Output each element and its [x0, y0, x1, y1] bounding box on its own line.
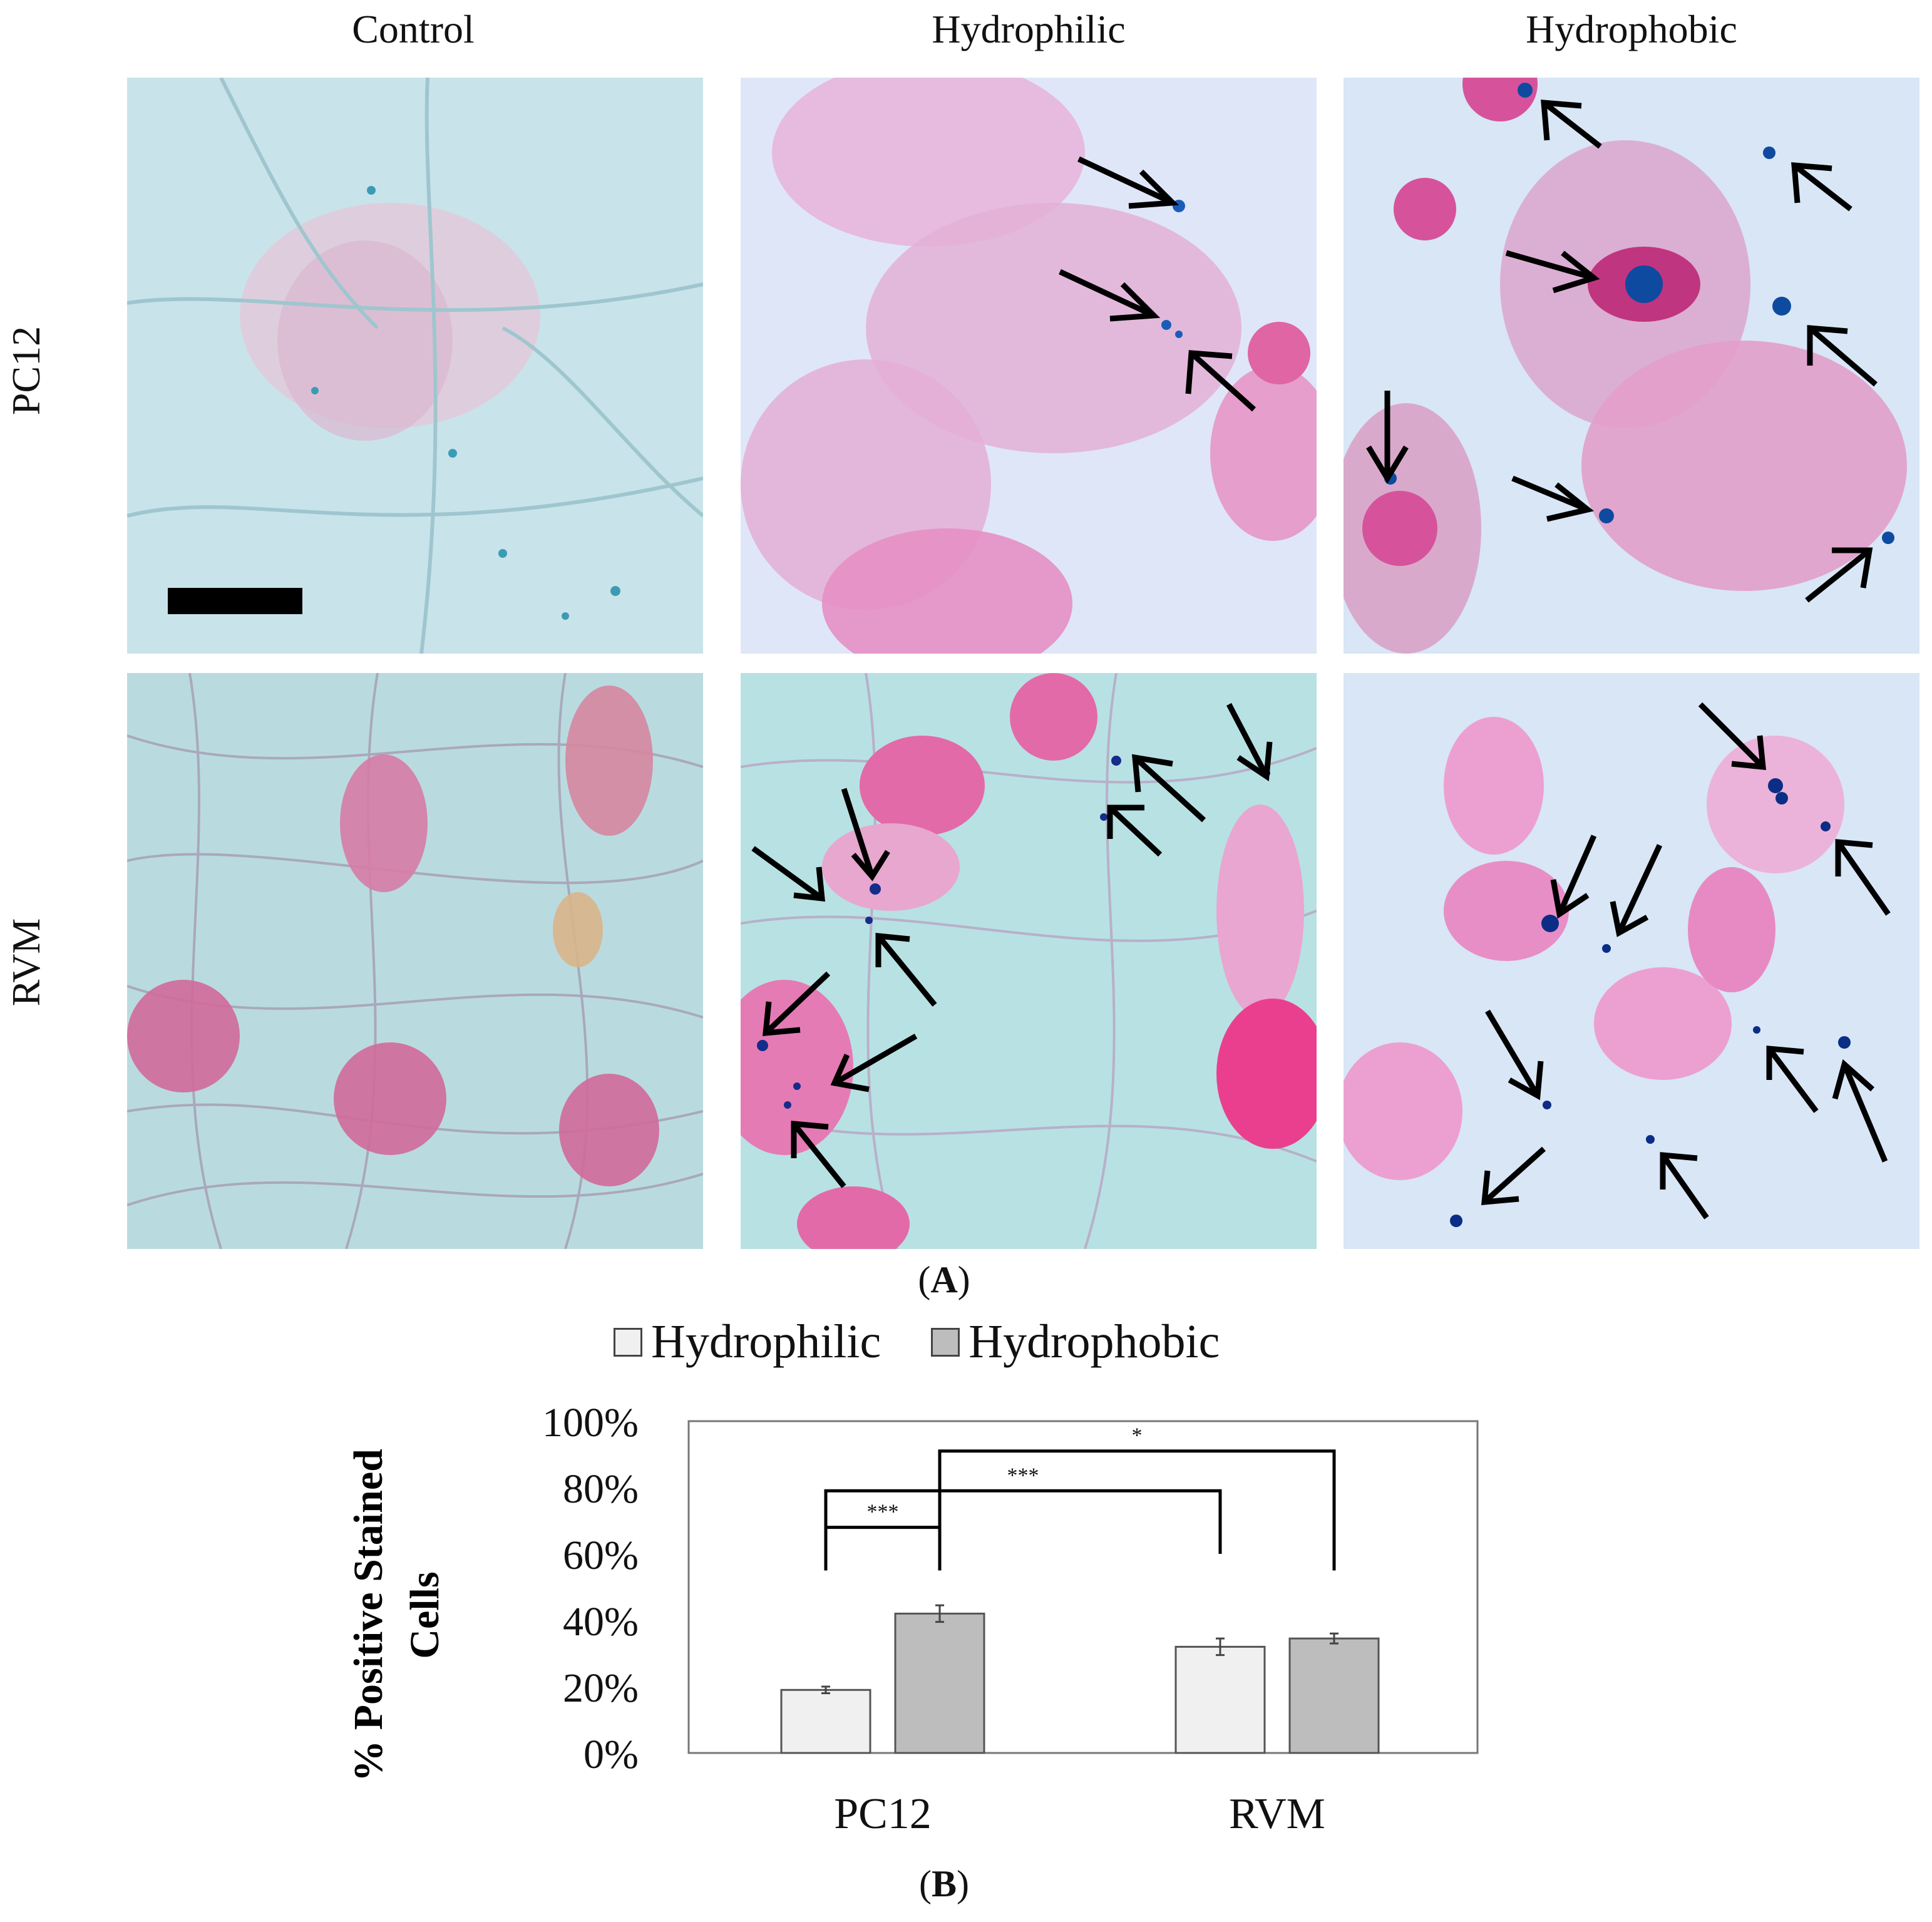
y-tick-label: 60% — [563, 1533, 639, 1578]
column-title-hydrophobic: Hydrophobic — [1526, 7, 1737, 51]
column-title-control: Control — [352, 7, 475, 51]
scale-bar — [168, 588, 302, 614]
row-title-pc12: PC12 — [4, 326, 48, 416]
plot-area-frame — [687, 1420, 1479, 1754]
bar-chart: 0%20%40%60%80%100%PC12 RVM******* — [542, 1400, 1479, 1834]
bar-pc12-hydrophobic — [894, 1612, 985, 1754]
micrograph-rvm-control — [127, 673, 703, 1249]
significance-label: *** — [1007, 1464, 1039, 1487]
column-title-hydrophilic: Hydrophilic — [932, 7, 1126, 51]
legend-item-hydrophobic: Hydrophobic — [931, 1315, 1220, 1369]
y-tick-label: 20% — [563, 1665, 639, 1711]
legend-swatch-hydrophilic — [614, 1327, 642, 1357]
y-tick-label: 0% — [583, 1732, 639, 1777]
chart-legend: Hydrophilic Hydrophobic — [614, 1315, 1270, 1369]
x-tick-label-rvm: RVM — [1229, 1790, 1325, 1834]
bar-rvm-hydrophobic — [1288, 1637, 1380, 1754]
micrograph-pc12-hydrophilic — [741, 78, 1317, 654]
micrograph-pc12-hydrophobic — [1344, 78, 1919, 654]
bar-rvm-hydrophilic — [1174, 1645, 1266, 1754]
y-axis-label-line2: Cells — [402, 1571, 448, 1658]
x-tick-label-pc12: PC12 — [834, 1790, 932, 1834]
y-tick-label: 80% — [563, 1466, 639, 1512]
caption-a: (A) — [918, 1259, 970, 1300]
y-axis-label-line1: % Positive Stained — [346, 1449, 391, 1782]
micrograph-rvm-hydrophobic — [1344, 673, 1919, 1249]
row-title-rvm: RVM — [4, 918, 48, 1007]
y-axis-label: % Positive Stained Cells — [346, 1449, 448, 1782]
significance-label: * — [1132, 1424, 1143, 1447]
significance-label: *** — [867, 1501, 899, 1524]
bar-pc12-hydrophilic — [780, 1688, 871, 1754]
significance-bracket — [938, 1449, 1336, 1571]
legend-label-hydrophobic: Hydrophobic — [969, 1315, 1220, 1368]
caption-b: (B) — [919, 1863, 969, 1904]
y-tick-label: 40% — [563, 1599, 639, 1645]
micrograph-rvm-hydrophilic — [741, 673, 1317, 1249]
significance-bracket — [824, 1526, 942, 1571]
significance-bracket — [824, 1489, 1222, 1554]
legend-item-hydrophilic: Hydrophilic — [614, 1315, 881, 1369]
caption-b-letter: B — [931, 1863, 957, 1904]
legend-label-hydrophilic: Hydrophilic — [651, 1315, 881, 1368]
micrograph-pc12-control — [127, 78, 703, 654]
legend-swatch-hydrophobic — [931, 1327, 960, 1357]
caption-a-letter: A — [930, 1259, 958, 1300]
y-tick-label: 100% — [542, 1400, 639, 1446]
